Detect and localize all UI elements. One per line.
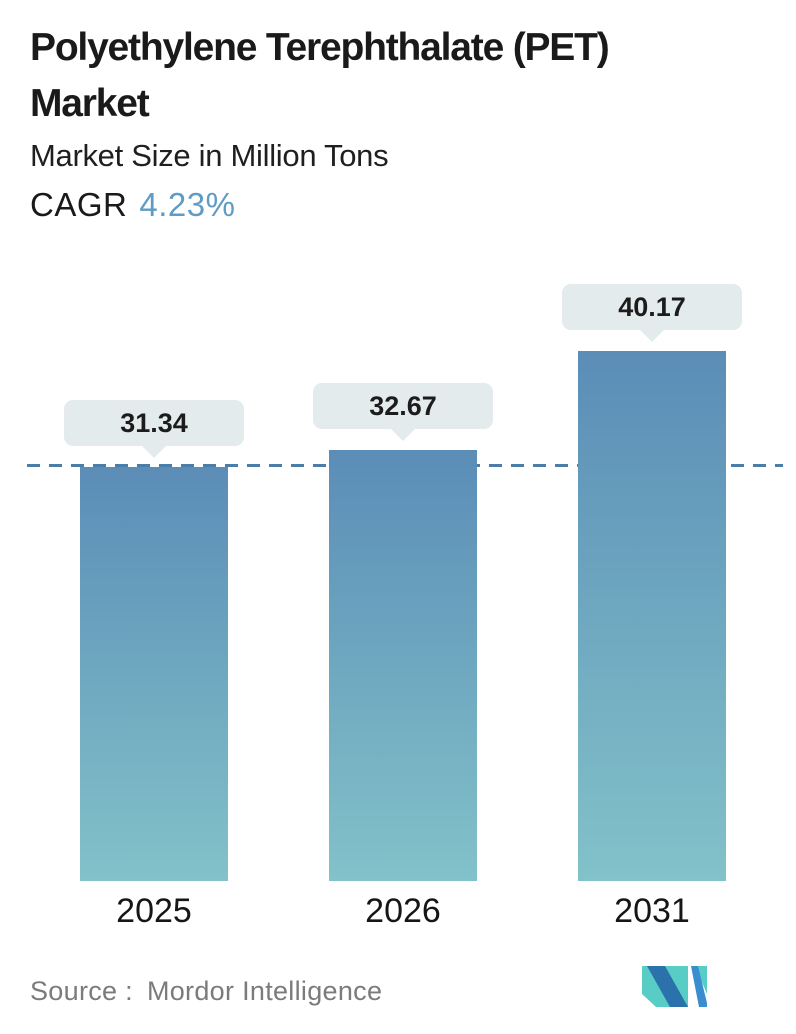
value-bubble-2026: 32.67 xyxy=(305,383,501,441)
axis-label-2031: 2031 xyxy=(614,892,690,930)
cagr-label: CAGR xyxy=(30,186,128,223)
value-bubble-2031: 40.17 xyxy=(554,284,750,342)
mordor-intelligence-logo xyxy=(642,966,707,1007)
bar-2031 xyxy=(578,351,726,881)
logo-blue-right-shape xyxy=(691,966,707,1007)
value-bubble-2025: 31.34 xyxy=(56,400,252,458)
cagr-value: 4.23% xyxy=(139,186,236,223)
value-label-2031: 40.17 xyxy=(562,284,742,330)
bubble-pointer-icon xyxy=(141,445,167,458)
cagr-line: CAGR 4.23% xyxy=(30,186,235,224)
bar-group-2025: 31.34 2025 xyxy=(56,280,252,935)
value-label-2026: 32.67 xyxy=(313,383,493,429)
bubble-pointer-icon xyxy=(639,329,665,342)
logo-blue-left-shape xyxy=(647,966,688,1007)
source-value: Mordor Intelligence xyxy=(146,976,383,1006)
chart-subtitle: Market Size in Million Tons xyxy=(30,138,389,173)
bar-group-2031: 40.17 2031 xyxy=(554,280,750,935)
bar-group-2026: 32.67 2026 xyxy=(305,280,501,935)
bar-chart: 31.34 2025 32.67 2026 40.17 2031 xyxy=(0,280,796,935)
axis-label-2026: 2026 xyxy=(365,892,441,930)
bar-2025 xyxy=(80,467,228,881)
bar-2026 xyxy=(329,450,477,881)
page-title: Polyethylene Terephthalate (PET) Market xyxy=(30,26,610,125)
value-label-2025: 31.34 xyxy=(64,400,244,446)
axis-label-2025: 2025 xyxy=(116,892,192,930)
source-label: Source : xyxy=(30,976,133,1006)
bubble-pointer-icon xyxy=(390,428,416,441)
source-text: Source : Mordor Intelligence xyxy=(30,976,382,1007)
